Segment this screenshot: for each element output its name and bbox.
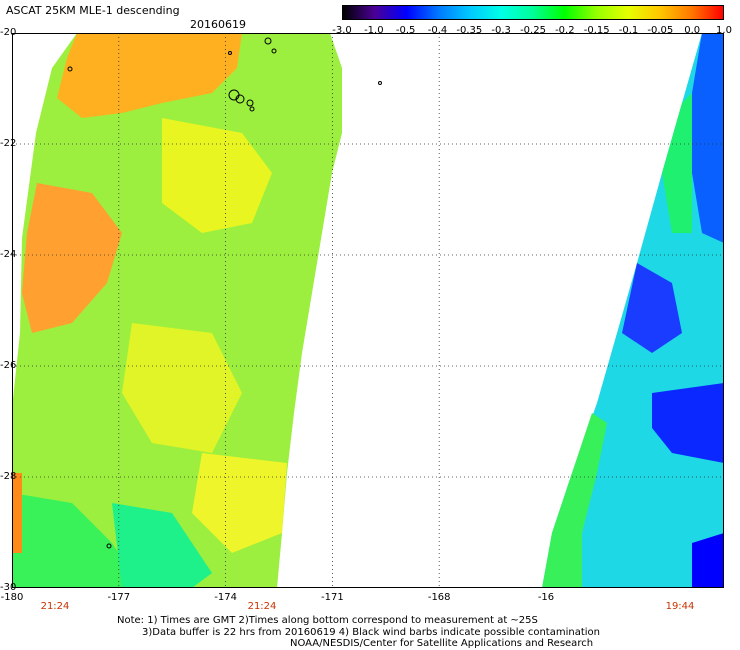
swath-west-orange-edge: [12, 473, 22, 553]
note-line-2: 3)Data buffer is 22 hrs from 20160619 4)…: [142, 627, 600, 638]
map-date: 20160619: [190, 18, 246, 31]
latitude-tick: -22: [0, 138, 17, 149]
swath-west-green-southwest: [12, 493, 142, 588]
longitude-tick: -177: [107, 592, 131, 603]
islands: [67, 37, 382, 549]
map-title: ASCAT 25KM MLE-1 descending: [6, 4, 180, 17]
swath-east-green-north: [662, 93, 692, 233]
latitude-tick: -30: [0, 582, 17, 593]
note-line-3: NOAA/NESDIS/Center for Satellite Applica…: [290, 638, 594, 649]
swath-west-yellow-southeast: [192, 453, 287, 553]
colorbar-tick: -3.0: [332, 25, 352, 36]
colorbar-tick: -0.2: [555, 25, 575, 36]
latitude-tick: -28: [0, 471, 17, 482]
latitude-tick: -20: [0, 27, 17, 38]
swath-east-green-edge: [542, 413, 607, 588]
swath-west-warm-mid: [22, 183, 122, 333]
swath-west-yellow-south: [122, 323, 242, 453]
colorbar-tick: 1.0: [716, 25, 732, 36]
colorbar-tick: -0.5: [395, 25, 416, 36]
colorbar-tick: -0.15: [583, 25, 610, 36]
swath-west-warm-northwest: [57, 33, 242, 118]
latitude-tick: -26: [0, 360, 17, 371]
colorbar-tick: -1.0: [364, 25, 384, 36]
colorbar-tick: -0.4: [427, 25, 448, 36]
time-label: 21:24: [247, 601, 277, 612]
colorbar-tick: -0.25: [520, 25, 546, 36]
graticule: [12, 33, 724, 588]
swath-east-blue-southeast: [692, 533, 724, 588]
colorbar-tick: 0.0: [684, 25, 701, 36]
swath-west-yellow-north: [162, 118, 272, 233]
colorbar-tick: -0.1: [618, 25, 639, 36]
note-line-1: Note: 1) Times are GMT 2)Times along bot…: [117, 615, 538, 626]
latitude-tick: -24: [0, 249, 17, 260]
colorbar-tick: -0.05: [647, 25, 674, 36]
swath-east-blue-mid: [622, 263, 682, 353]
time-label: 21:24: [40, 601, 70, 612]
swath-east-blue-south: [652, 383, 724, 463]
plot-frame: [12, 33, 724, 588]
map-plot-area: [12, 33, 724, 588]
longitude-tick: -180: [0, 592, 24, 603]
swath-east-blue-north: [692, 33, 724, 243]
longitude-tick: -174: [214, 592, 237, 603]
longitude-tick: -16: [537, 592, 555, 603]
swath-west-green-south: [112, 503, 212, 588]
time-label: 19:44: [665, 601, 695, 612]
colorbar-tick: -0.35: [456, 25, 483, 36]
colorbar-tick: -0.3: [491, 25, 511, 36]
longitude-tick: -171: [321, 592, 344, 603]
longitude-tick: -168: [427, 592, 451, 603]
colorbar: [342, 5, 724, 20]
